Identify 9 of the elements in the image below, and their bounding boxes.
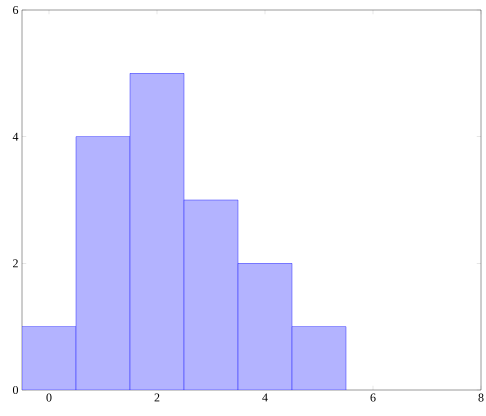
x-tick-label: 8 xyxy=(478,394,484,402)
x-tick-label: 0 xyxy=(46,394,52,402)
x-tick-label: 4 xyxy=(262,394,268,402)
y-tick-label: 6 xyxy=(13,6,18,14)
y-tick-label: 4 xyxy=(12,132,18,141)
x-tick-label: 6 xyxy=(370,394,376,402)
x-tick-label: 2 xyxy=(154,394,160,402)
y-tick-label: 0 xyxy=(12,386,18,394)
y-tick-label: 2 xyxy=(13,259,18,268)
